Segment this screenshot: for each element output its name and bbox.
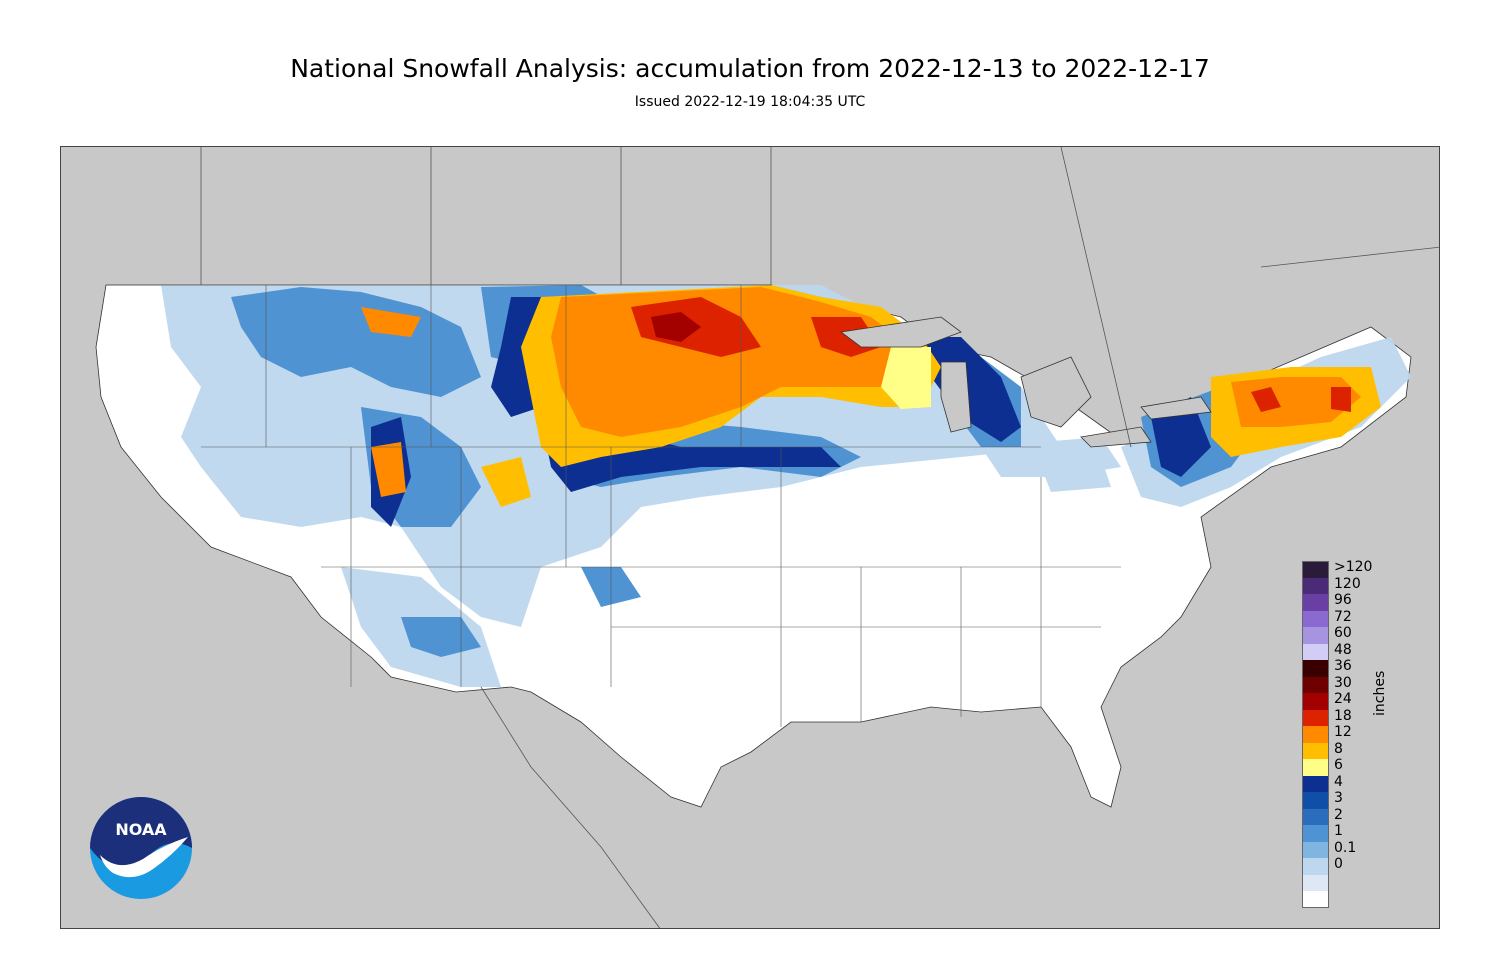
legend-swatch [1302,610,1329,627]
legend-label: 6 [1334,757,1343,773]
legend-swatch [1302,759,1329,776]
issued-timestamp: Issued 2022-12-19 18:04:35 UTC [634,94,866,110]
legend-swatch [1302,858,1329,875]
legend: >120 120 96 72 60 48 36 30 24 18 12 8 6 4 3 2 1 0.1 0 [1302,559,1442,908]
pacific-ocean [61,247,480,928]
noaa-logo-icon: NOAA [90,797,192,899]
legend-swatch [1302,841,1329,858]
snowfall-map [60,146,1440,929]
legend-swatch [1302,742,1329,759]
country-borders [106,147,1439,928]
legend-units-label: inches [1372,670,1388,716]
legend-swatch [1302,726,1329,743]
map-canvas [61,147,1439,928]
legend-label: 1 [1334,823,1343,839]
legend-label: 12 [1334,724,1352,740]
legend-label: 96 [1334,592,1352,608]
legend-swatch [1302,874,1329,891]
legend-label: >120 [1334,559,1373,575]
legend-label: 8 [1334,740,1343,757]
legend-label: 30 [1334,674,1352,691]
gulf-of-mexico [661,717,1061,928]
legend-swatch [1302,693,1329,710]
legend-label: 0 [1334,856,1343,872]
legend-swatch [1302,594,1329,611]
legend-swatch [1302,660,1329,677]
legend-swatch [1302,709,1329,726]
legend-frame [1302,561,1329,908]
legend-label: 24 [1334,691,1352,707]
legend-label: 18 [1334,707,1352,724]
legend-swatch [1302,775,1329,792]
legend-swatch [1302,676,1329,693]
legend-swatch [1302,577,1329,594]
legend-swatch [1302,808,1329,825]
legend-label: 48 [1334,641,1352,658]
great-lakes [839,316,1212,448]
legend-label: 2 [1334,806,1343,823]
legend-swatch [1302,561,1329,578]
legend-label: 72 [1334,608,1352,625]
legend-swatch [1302,825,1329,842]
legend-label: 4 [1334,773,1343,790]
legend-swatch [1302,627,1329,644]
legend-label: 120 [1334,575,1361,592]
legend-label: 0.1 [1334,839,1357,856]
noaa-logo-text: NOAA [115,820,167,839]
snow-heavy-layer [361,285,1381,507]
state-borders [201,285,1121,727]
legend-label: 3 [1334,790,1343,806]
legend-label: 36 [1334,658,1352,674]
legend-label: 60 [1334,625,1352,641]
atlantic-ocean [1121,447,1439,928]
map-title: National Snowfall Analysis: accumulation… [290,54,1210,83]
legend-swatch [1302,792,1329,809]
legend-swatch [1302,891,1329,908]
legend-swatch [1302,643,1329,660]
